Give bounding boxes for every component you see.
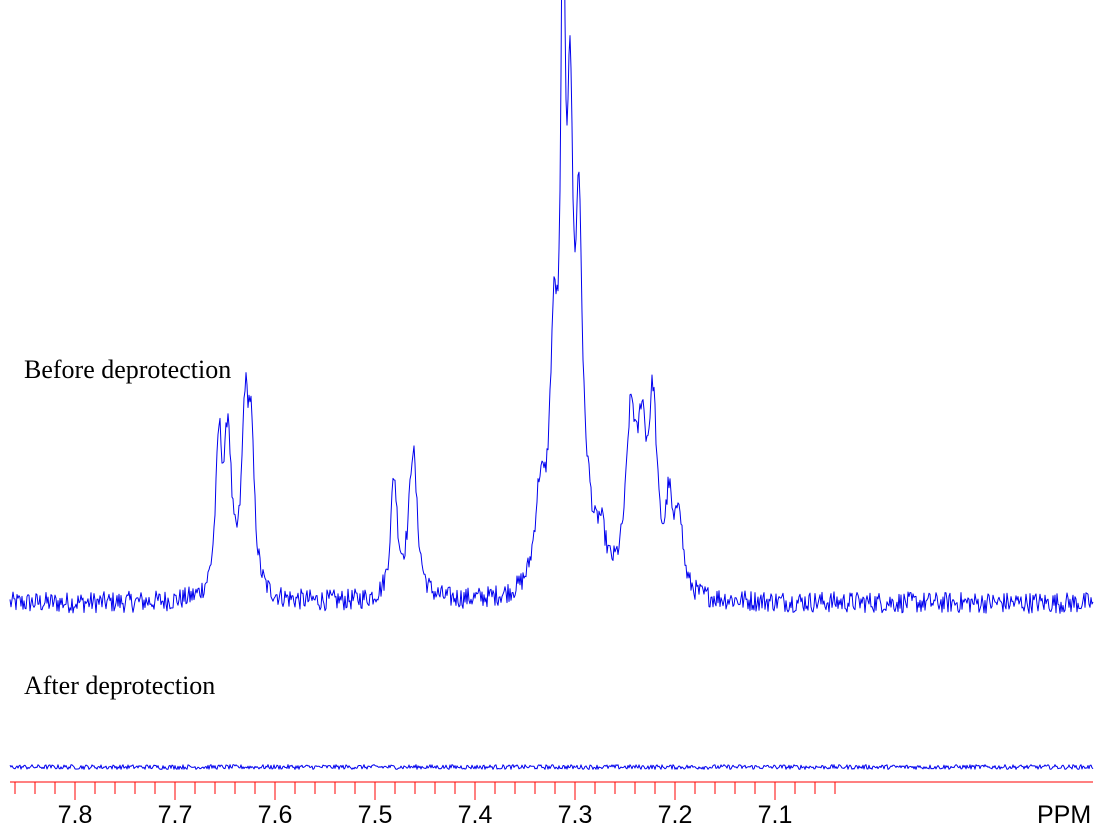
tick-label: 7.1 [758,801,793,829]
series-label-before: Before deprotection [24,355,231,384]
tick-label: 7.6 [258,801,293,829]
tick-label: 7.3 [558,801,593,829]
tick-label: 7.7 [158,801,193,829]
trace-after-deprotection [9,764,1094,770]
series-label-after: After deprotection [24,671,215,700]
tick-label: 7.5 [358,801,393,829]
trace-before-deprotection [9,0,1094,614]
tick-label: 7.2 [658,801,693,829]
ppm-axis [10,781,1093,800]
tick-label: 7.4 [458,801,493,829]
axis-unit-label: PPM [1037,801,1091,829]
tick-label: 7.8 [58,801,93,829]
